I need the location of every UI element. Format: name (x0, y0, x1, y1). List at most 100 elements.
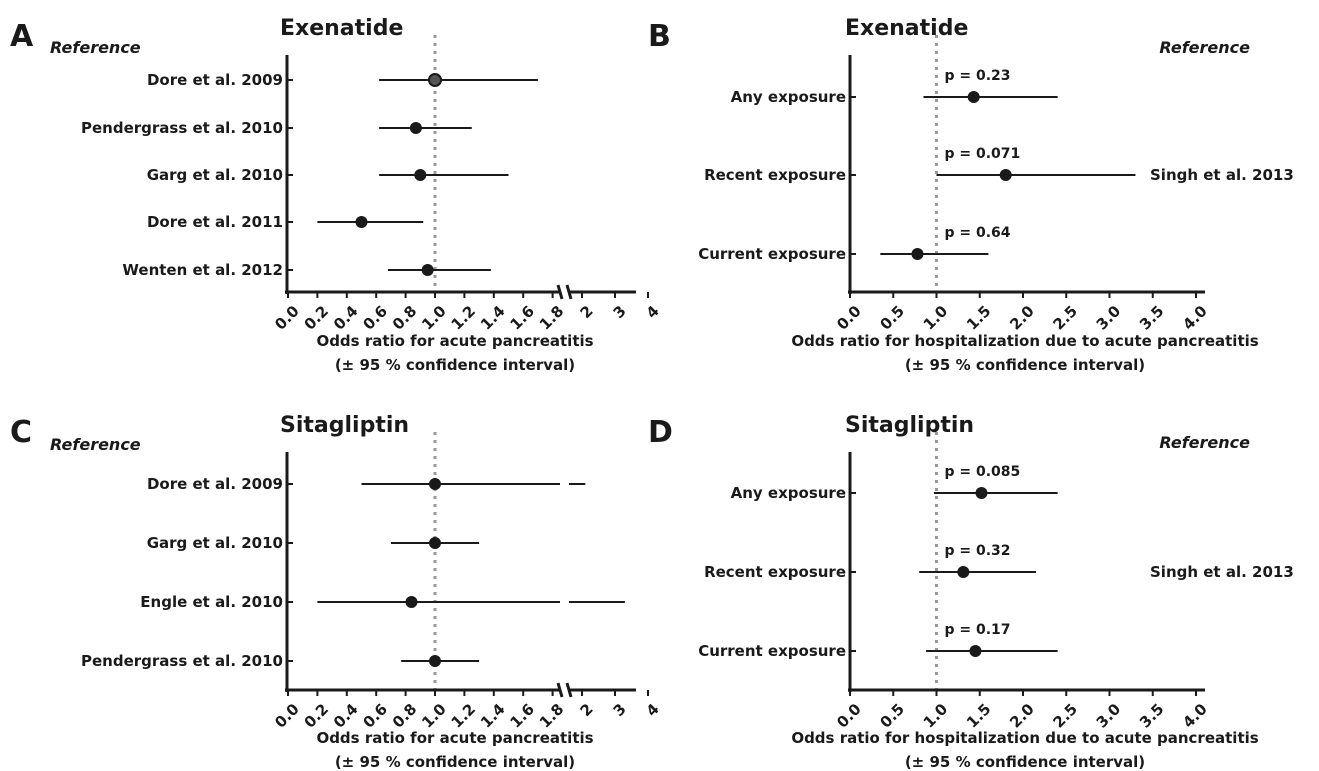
panel-a-row-label: Dore et al. 2011 (147, 213, 283, 231)
panel-b-x-tick-label: 1.5 (963, 302, 995, 334)
panel-a-point-estimate (428, 73, 442, 87)
panel-b-p-value: p = 0.23 (945, 68, 1011, 84)
panel-a-point-estimate (414, 169, 427, 181)
panel-d-point-estimate (957, 566, 970, 578)
panel-c-row-label: Pendergrass et al. 2010 (81, 652, 283, 670)
panel-b-x-axis-label-line-1: Odds ratio for hospitalization due to ac… (791, 332, 1258, 350)
panel-b-x-tick-label: 2.0 (1006, 302, 1038, 334)
panel-c-x-tick-label: 0.8 (389, 700, 421, 732)
panel-c-point-estimate (429, 478, 441, 490)
panel-c-point-estimate (429, 655, 441, 667)
panel-a-reference-header: Reference (50, 38, 141, 57)
panel-d-x-axis-label-line-2: (± 95 % confidence interval) (905, 753, 1145, 771)
panel-c-x-tick-label: 0.0 (271, 700, 303, 732)
panel-b-study-reference: Singh et al. 2013 (1150, 166, 1294, 184)
panel-d-p-value: p = 0.085 (945, 464, 1021, 480)
panel-a-x-tick-label: 0.0 (271, 302, 303, 334)
panel-b-row-label: Current exposure (698, 245, 846, 263)
panel-b-x-tick-label: 2.5 (1049, 302, 1081, 334)
panel-b-x-tick-label: 3.0 (1093, 302, 1125, 334)
panel-c-axis-break-mark-1 (556, 682, 564, 698)
panel-c-x-tick-label: 0.6 (359, 700, 391, 732)
panel-a-x-tick-label: 0.4 (330, 302, 362, 334)
panel-c-title: Sitagliptin (280, 413, 409, 438)
panel-d-p-value: p = 0.17 (945, 622, 1011, 638)
panel-d-letter: D (648, 415, 673, 450)
panel-d-row-label: Current exposure (698, 642, 846, 660)
panel-b-x-tick-label: 3.5 (1136, 302, 1168, 334)
panel-b-row-label: Any exposure (731, 88, 846, 106)
panel-d-row-label: Any exposure (731, 484, 846, 502)
panel-d-x-tick-label: 1.0 (920, 700, 952, 732)
panel-a-point-estimate (421, 264, 434, 276)
panel-a-title: Exenatide (280, 16, 403, 41)
panel-d-x-tick-label: 2.5 (1049, 700, 1081, 732)
panel-a-point-estimate (355, 216, 368, 228)
panel-a-row-label: Pendergrass et al. 2010 (81, 119, 283, 137)
panel-c-point-estimate (405, 596, 418, 608)
panel-c-row-label: Garg et al. 2010 (147, 534, 283, 552)
panel-b-row-label: Recent exposure (704, 166, 846, 184)
panel-c-point-estimate (429, 537, 441, 549)
panel-d-title: Sitagliptin (845, 413, 974, 438)
panel-b-title: Exenatide (845, 16, 968, 41)
panel-d-x-tick-label: 3.5 (1136, 700, 1168, 732)
panel-b-x-tick-label: 0.5 (876, 302, 908, 334)
panel-a-x-tick-label: 4 (643, 302, 663, 322)
panel-a-x-axis-label-line-1: Odds ratio for acute pancreatitis (316, 332, 593, 350)
panel-b-x-tick-label: 0.0 (833, 302, 865, 334)
panel-c-x-tick-label: 4 (643, 700, 663, 720)
panel-b-x-axis-label-line-2: (± 95 % confidence interval) (905, 356, 1145, 374)
panel-a-x-axis-label-line-2: (± 95 % confidence interval) (335, 356, 575, 374)
panel-d-point-estimate (975, 487, 988, 499)
panel-d-p-value: p = 0.32 (945, 543, 1011, 559)
panel-b-x-tick-label: 4.0 (1179, 302, 1211, 334)
panel-d-x-tick-label: 4.0 (1179, 700, 1211, 732)
panel-c-x-tick-label: 1.8 (536, 700, 568, 732)
panel-c-axis-break-mark-2 (565, 682, 573, 698)
panel-a-x-tick-label: 2 (577, 302, 597, 322)
panel-a-x-tick-label: 1.6 (506, 302, 538, 334)
panel-d-x-axis-label-line-1: Odds ratio for hospitalization due to ac… (791, 729, 1258, 747)
panel-c-x-tick-label: 2 (577, 700, 597, 720)
panel-c-x-axis-label-line-2: (± 95 % confidence interval) (335, 753, 575, 771)
panel-a-x-tick-label: 1.2 (448, 302, 480, 334)
panel-d-x-tick-label: 1.5 (963, 700, 995, 732)
panel-a-x-tick-label: 0.8 (389, 302, 421, 334)
panel-c-row-label: Engle et al. 2010 (140, 593, 283, 611)
panel-a-letter: A (10, 19, 34, 54)
panel-c-row-label: Dore et al. 2009 (147, 475, 283, 493)
panel-a-x-tick-label: 0.6 (359, 302, 391, 334)
panel-b-p-value: p = 0.071 (945, 146, 1021, 162)
panel-d-row-label: Recent exposure (704, 563, 846, 581)
panel-c-x-tick-label: 0.2 (301, 700, 333, 732)
panel-c-x-tick-label: 0.4 (330, 700, 362, 732)
panel-a-x-tick-label: 1.8 (536, 302, 568, 334)
panel-a-x-tick-label: 3 (610, 302, 630, 322)
panel-c-reference-header: Reference (50, 435, 141, 454)
panel-a-axis-break-mark-2 (565, 284, 573, 300)
panel-b-point-estimate (911, 248, 924, 260)
panel-d-study-reference: Singh et al. 2013 (1150, 563, 1294, 581)
panel-d-x-tick-label: 0.5 (876, 700, 908, 732)
panel-c-x-tick-label: 3 (610, 700, 630, 720)
panel-d-point-estimate (969, 645, 982, 657)
panel-a-row-label: Dore et al. 2009 (147, 71, 283, 89)
panel-c-x-tick-label: 1.0 (418, 700, 450, 732)
panel-b-letter: B (648, 19, 671, 54)
panel-d-x-tick-label: 2.0 (1006, 700, 1038, 732)
panel-c-x-axis-label-line-1: Odds ratio for acute pancreatitis (316, 729, 593, 747)
panel-a-row-label: Garg et al. 2010 (147, 166, 283, 184)
panel-d-reference-header: Reference (1159, 433, 1250, 452)
panel-a-x-tick-label: 1.4 (477, 302, 509, 334)
panel-a-axis-break-mark-1 (556, 284, 564, 300)
panel-b-p-value: p = 0.64 (945, 225, 1011, 241)
panel-c-x-tick-label: 1.6 (506, 700, 538, 732)
panel-b-point-estimate (999, 169, 1012, 181)
panel-a-x-tick-label: 0.2 (301, 302, 333, 334)
panel-b-point-estimate (967, 91, 980, 103)
panel-a-point-estimate (409, 122, 422, 134)
panel-d-x-tick-label: 3.0 (1093, 700, 1125, 732)
panel-c-x-tick-label: 1.2 (448, 700, 480, 732)
